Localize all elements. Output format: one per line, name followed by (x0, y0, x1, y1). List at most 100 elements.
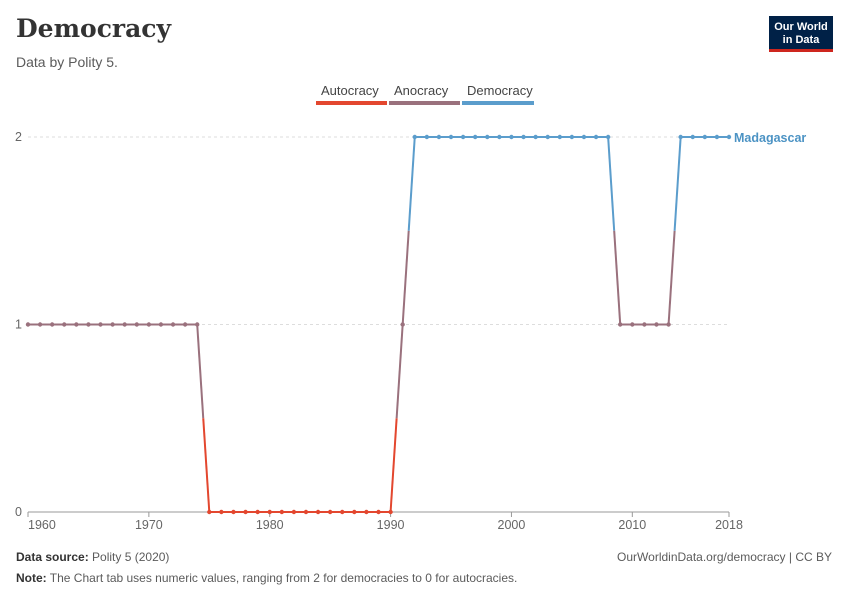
series-segment (667, 230, 676, 325)
y-tick-label: 0 (15, 505, 22, 519)
data-point (412, 134, 417, 140)
data-point (472, 134, 478, 140)
series-segment (389, 418, 398, 513)
data-point (666, 322, 671, 327)
entity-label-madagascar[interactable]: Madagascar (734, 131, 806, 145)
data-point (74, 322, 79, 327)
y-axis: 0 1 2 (15, 130, 22, 519)
data-point (146, 322, 152, 327)
data-point (255, 509, 260, 515)
data-point (460, 134, 466, 140)
data-point (25, 322, 31, 327)
data-points (25, 134, 732, 515)
data-point (533, 134, 538, 140)
chart-subtitle: Data by Polity 5. (16, 54, 118, 70)
legend-swatch-autocracy (316, 101, 387, 105)
data-point (497, 134, 502, 140)
series-segment (673, 136, 682, 231)
data-point (485, 134, 490, 140)
data-point (110, 322, 115, 327)
data-point (605, 134, 611, 140)
source-label: Data source: (16, 550, 89, 564)
data-point (424, 134, 430, 140)
legend: Autocracy Anocracy Democracy (316, 83, 534, 105)
data-point (219, 509, 224, 515)
data-point (618, 322, 623, 327)
data-point (593, 134, 599, 140)
owid-logo[interactable]: Our World in Data (769, 16, 833, 52)
data-point (376, 509, 381, 515)
x-tick-label: 1970 (135, 518, 163, 532)
data-point (545, 134, 550, 140)
data-point (448, 134, 454, 140)
logo-line-2: in Data (782, 34, 820, 46)
data-point (86, 322, 91, 327)
data-point (207, 509, 212, 515)
data-point (678, 134, 683, 140)
series-segment (196, 324, 205, 419)
data-point (182, 322, 188, 327)
data-point (436, 134, 442, 140)
data-point (654, 322, 659, 327)
data-point (569, 134, 575, 140)
data-point (195, 322, 200, 327)
data-point (630, 322, 635, 327)
series-segment (202, 418, 211, 513)
data-point (122, 322, 127, 327)
data-point (509, 134, 514, 140)
series-segment (401, 230, 410, 325)
chart-note: Note: The Chart tab uses numeric values,… (16, 571, 517, 585)
data-point (557, 134, 562, 140)
data-point (340, 509, 345, 515)
x-tick-label: 2010 (618, 518, 646, 532)
data-point (243, 509, 248, 515)
x-tick-label: 2000 (498, 518, 526, 532)
data-point (170, 322, 176, 327)
data-point (49, 322, 55, 327)
data-point (352, 509, 357, 515)
data-point (581, 134, 587, 140)
data-point (98, 322, 103, 327)
note-text: The Chart tab uses numeric values, rangi… (49, 571, 518, 585)
legend-swatch-democracy (462, 101, 534, 105)
data-point (267, 509, 272, 515)
note-label: Note: (16, 571, 47, 585)
data-point (279, 509, 285, 515)
series-segment (613, 230, 622, 325)
data-point (642, 322, 647, 327)
x-tick-label: 1990 (377, 518, 405, 532)
data-point (400, 322, 405, 327)
data-point (388, 509, 393, 515)
data-point (690, 134, 695, 140)
series-segment (395, 324, 404, 419)
series-segment (607, 136, 616, 231)
logo-line-1: Our World (774, 21, 828, 33)
source-link[interactable]: Polity 5 (2020) (92, 550, 170, 564)
data-point (158, 322, 164, 327)
x-tick-label: 1980 (256, 518, 284, 532)
y-tick-label: 2 (15, 130, 22, 144)
data-point (327, 509, 333, 515)
data-point (231, 509, 236, 515)
chart-title: Democracy (16, 14, 172, 43)
data-point (315, 509, 321, 515)
data-point (62, 322, 67, 327)
data-point (291, 509, 297, 515)
x-axis: 1960 1970 1980 1990 2000 2010 2018 (27, 512, 743, 532)
legend-label-autocracy: Autocracy (321, 83, 379, 98)
data-point (702, 134, 708, 140)
legend-label-democracy: Democracy (467, 83, 533, 98)
legend-label-anocracy: Anocracy (394, 83, 449, 98)
data-point (364, 509, 369, 515)
data-point (37, 322, 43, 327)
y-tick-label: 1 (15, 318, 22, 332)
data-point (303, 509, 309, 515)
data-source: Data source: Polity 5 (2020) (16, 550, 169, 564)
legend-swatch-anocracy (389, 101, 460, 105)
data-point (134, 322, 139, 327)
data-point (726, 134, 732, 140)
data-point (521, 134, 526, 140)
owid-url[interactable]: OurWorldinData.org/democracy | CC BY (617, 550, 832, 564)
series-segment (407, 136, 416, 231)
data-point (714, 134, 720, 140)
